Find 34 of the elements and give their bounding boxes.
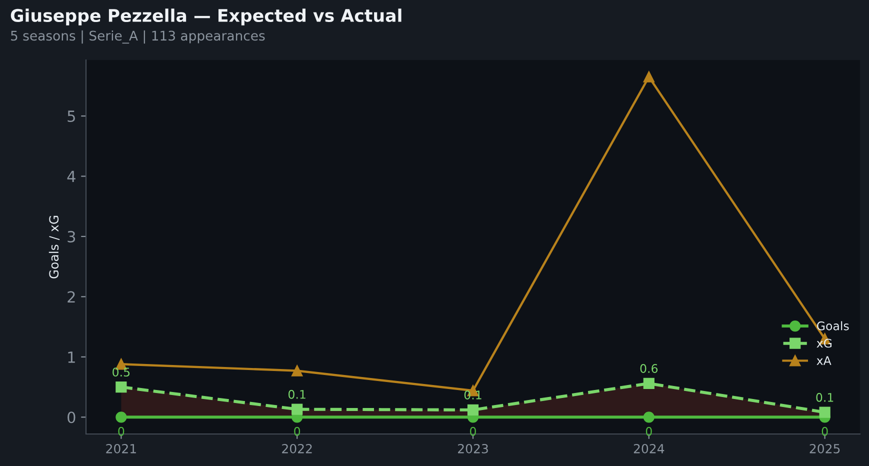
point bbox=[819, 406, 830, 418]
point bbox=[643, 71, 654, 82]
point bbox=[643, 378, 654, 389]
point bbox=[292, 404, 303, 415]
y-tick-label: 0 bbox=[68, 412, 76, 424]
point bbox=[292, 365, 303, 376]
point bbox=[116, 412, 127, 423]
point bbox=[643, 412, 654, 423]
data-label: 0.1 bbox=[816, 392, 834, 402]
x-tick-label: 2022 bbox=[282, 444, 312, 454]
y-tick-label: 2 bbox=[68, 291, 75, 302]
x-tick-label: 2024 bbox=[634, 444, 664, 454]
data-label: 0 bbox=[822, 426, 828, 436]
y-tick-label: 1 bbox=[68, 352, 75, 363]
data-label: 0 bbox=[470, 426, 476, 436]
legend-label: xA bbox=[816, 356, 832, 365]
point bbox=[467, 404, 479, 416]
y-tick-label: 4 bbox=[67, 170, 76, 182]
data-label: 0.1 bbox=[288, 390, 306, 399]
data-label: 0.6 bbox=[640, 364, 658, 373]
chart-subtitle: 5 seasons | Serie_A | 113 appearances bbox=[11, 30, 265, 44]
x-tick-label: 2023 bbox=[458, 444, 488, 454]
data-label: 0 bbox=[294, 426, 300, 436]
legend-label: Goals bbox=[817, 321, 849, 330]
chart-title: Giuseppe Pezzella — Expected vs Actual bbox=[10, 8, 402, 26]
x-tick-label: 2025 bbox=[810, 444, 840, 454]
y-tick-label: 3 bbox=[68, 230, 76, 242]
data-label: 0.5 bbox=[112, 368, 130, 377]
point bbox=[116, 381, 127, 393]
y-axis-title: Goals / xG bbox=[48, 216, 60, 278]
data-label: 0 bbox=[118, 426, 124, 436]
y-tick-label: 5 bbox=[68, 110, 75, 122]
data-label: 0 bbox=[646, 426, 652, 436]
x-tick-label: 2021 bbox=[106, 444, 136, 454]
